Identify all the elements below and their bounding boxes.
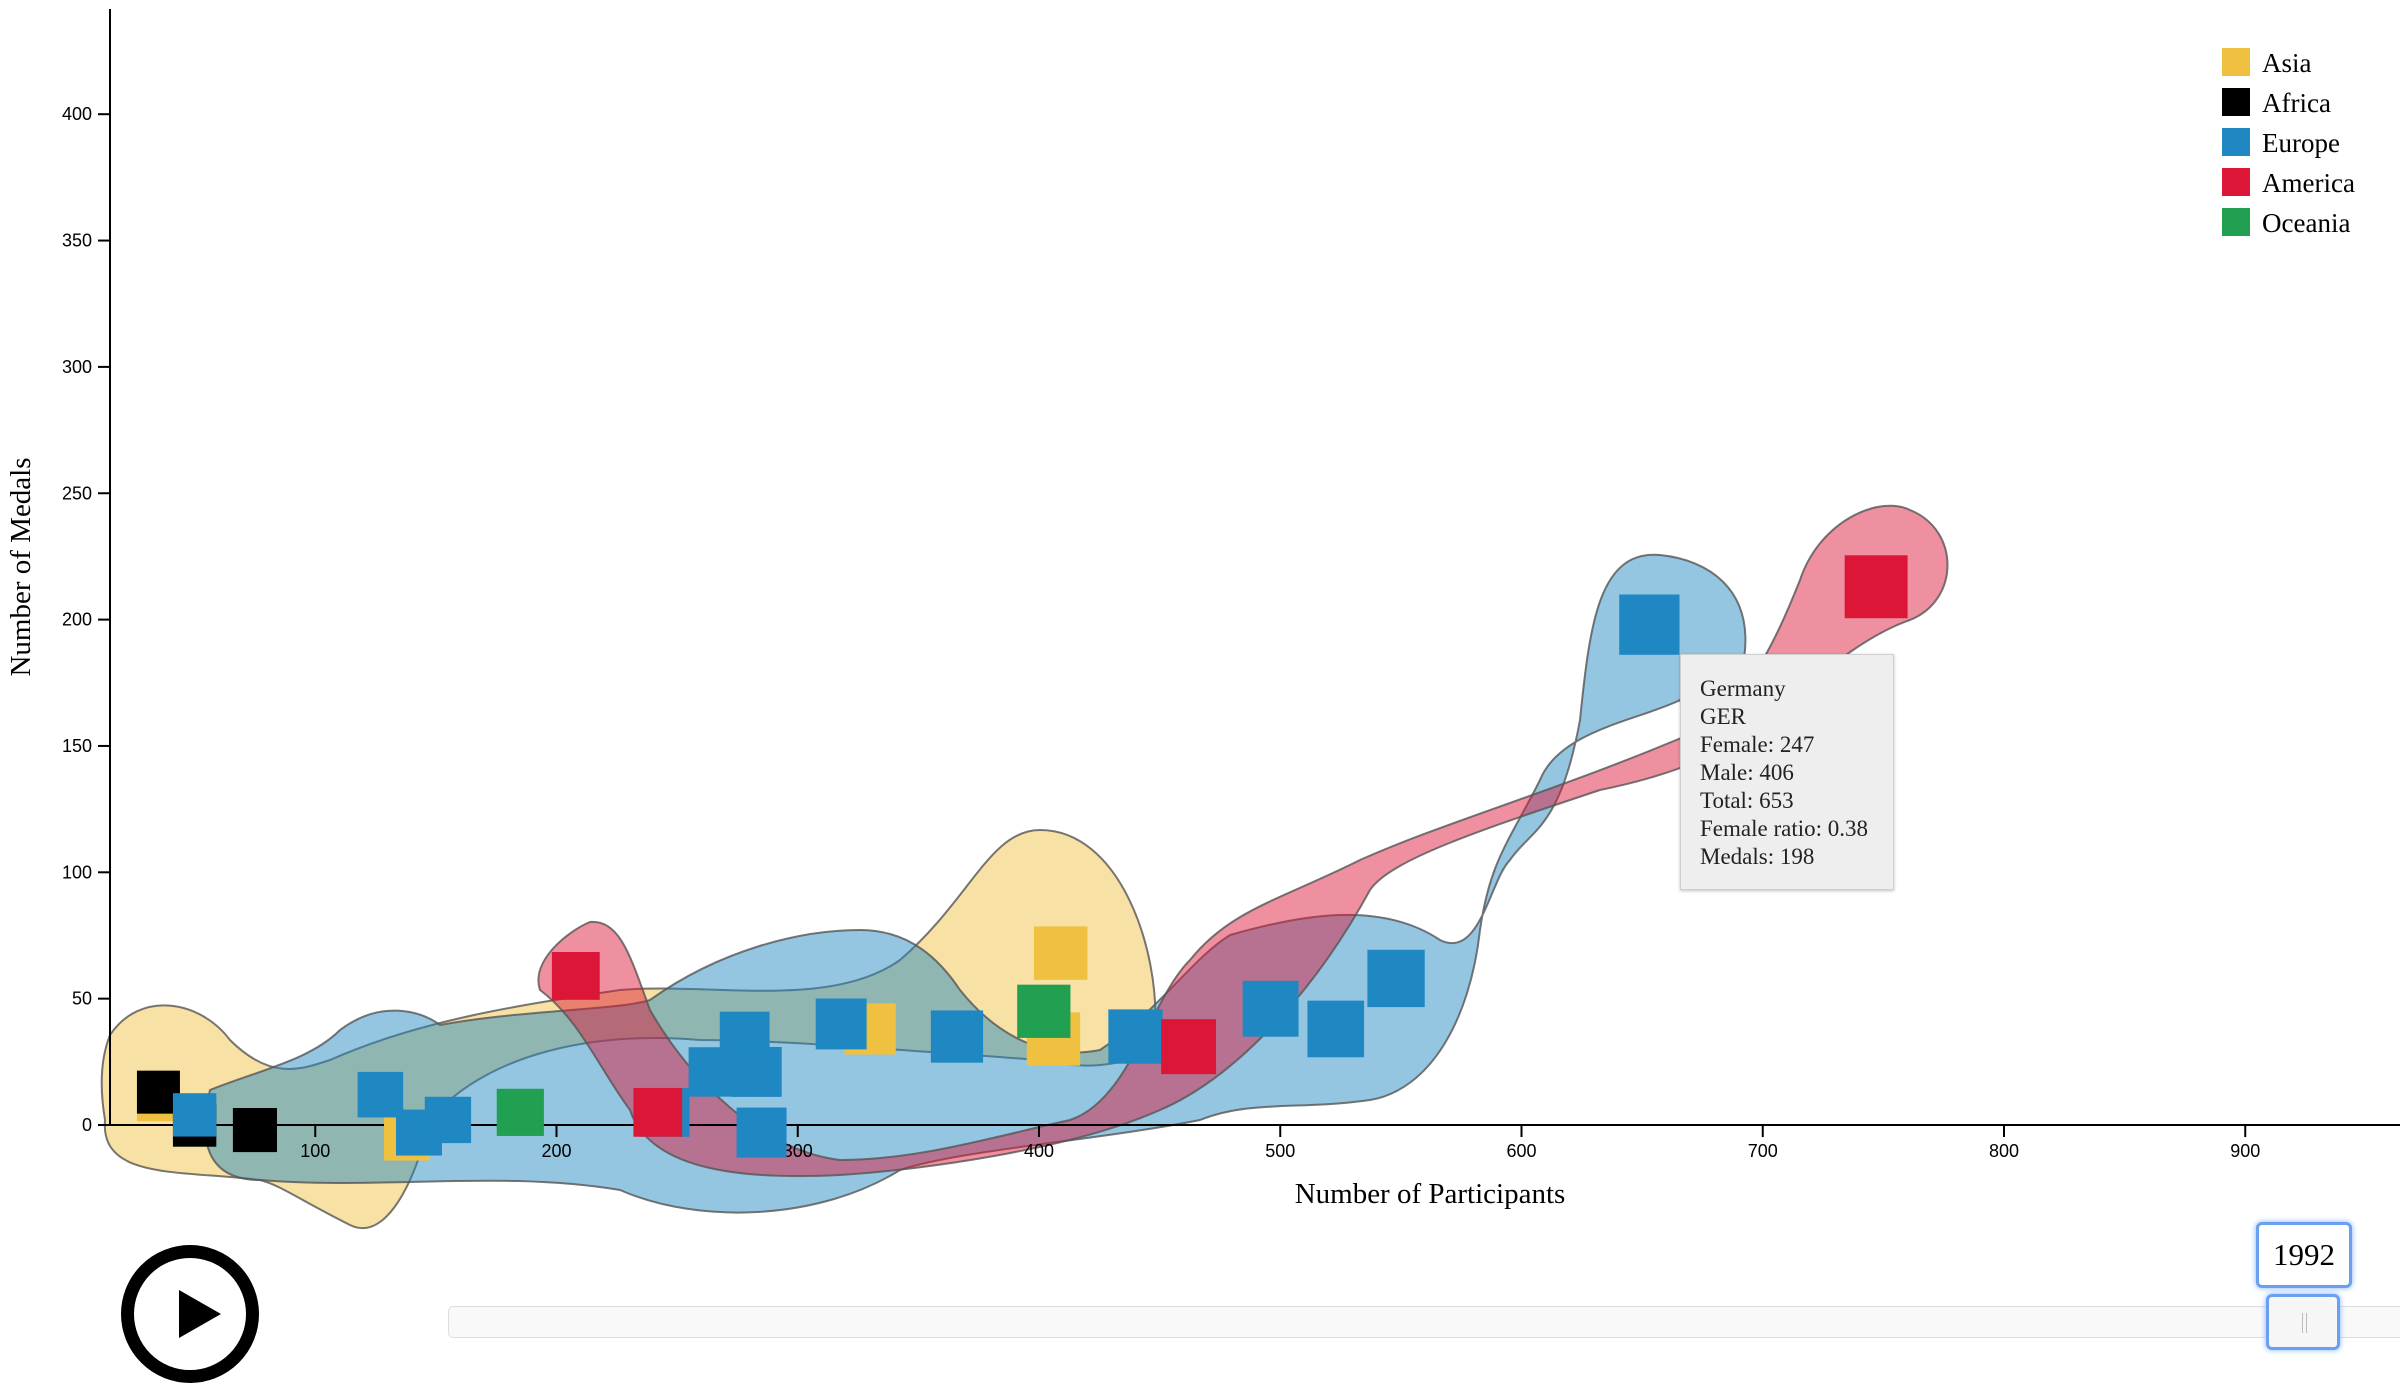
point-europe[interactable] [731,1046,782,1097]
point-africa[interactable] [136,1070,180,1114]
point-europe[interactable] [172,1093,217,1137]
axes: 0 50 100 150 200 250 300 350 400 100 200 300 400 500… [5,9,2400,1210]
point-oceania[interactable] [496,1088,544,1136]
x-tick-label: 800 [1989,1141,2019,1161]
year-slider-handle[interactable] [2266,1294,2340,1350]
y-tick-label: 300 [62,357,92,377]
legend-swatch-asia [2222,48,2250,76]
play-button[interactable] [121,1245,259,1383]
legend: Asia Africa Europe America Oceania [2222,48,2355,238]
legend-label-america: America [2262,168,2355,198]
y-tick-label: 0 [82,1115,92,1135]
point-america[interactable] [1844,555,1908,619]
x-tick-label: 400 [1024,1141,1054,1161]
point-america[interactable] [1161,1019,1217,1075]
data-points [136,555,1908,1161]
y-tick-label: 150 [62,736,92,756]
y-tick-label: 100 [62,862,92,882]
x-axis-ticks: 100 200 300 400 500 600 700 800 900 [300,1125,2260,1161]
point-europe[interactable] [1367,949,1425,1008]
point-europe[interactable] [815,998,867,1050]
y-axis-ticks: 0 50 100 150 200 250 300 350 400 [62,104,110,1135]
legend-label-asia: Asia [2262,48,2312,78]
y-tick-label: 250 [62,483,92,503]
x-tick-label: 500 [1265,1141,1295,1161]
x-tick-label: 700 [1748,1141,1778,1161]
x-tick-label: 200 [541,1141,571,1161]
tooltip-male: Male: 406 [1700,760,1794,785]
play-icon [179,1290,221,1338]
tooltip-code: GER [1700,704,1746,729]
x-tick-label: 300 [783,1141,813,1161]
slider-grip-icon [2302,1313,2307,1333]
point-europe[interactable] [1307,1000,1365,1058]
tooltip-country: Germany [1700,676,1786,701]
x-axis-title: Number of Participants [1295,1178,1566,1210]
point-europe[interactable] [1242,980,1299,1037]
point-oceania[interactable] [1017,984,1071,1038]
legend-label-oceania: Oceania [2262,208,2350,238]
tooltip-female: Female: 247 [1700,732,1815,757]
legend-label-europe: Europe [2262,128,2340,158]
point-europe[interactable] [424,1096,472,1144]
point-europe[interactable] [736,1107,787,1158]
year-slider-track[interactable] [448,1306,2400,1338]
y-axis-title: Number of Medals [5,457,37,676]
legend-swatch-europe [2222,128,2250,156]
point-america[interactable] [551,951,600,1000]
year-label: 1992 [2256,1222,2352,1288]
legend-swatch-africa [2222,88,2250,116]
y-tick-label: 350 [62,231,92,251]
legend-label-africa: Africa [2262,88,2331,118]
point-europe[interactable] [930,1010,984,1063]
tooltip-female-ratio: Female ratio: 0.38 [1700,816,1868,841]
y-tick-label: 50 [72,989,92,1009]
tooltip-total: Total: 653 [1700,788,1794,813]
legend-swatch-oceania [2222,208,2250,236]
x-tick-label: 900 [2230,1141,2260,1161]
point-europe[interactable] [1619,594,1680,655]
point-europe[interactable] [1108,1009,1163,1064]
x-tick-label: 100 [300,1141,330,1161]
tooltip-medals: Medals: 198 [1700,844,1815,869]
y-tick-label: 200 [62,610,92,630]
legend-swatch-america [2222,168,2250,196]
y-tick-label: 400 [62,104,92,124]
point-africa[interactable] [232,1108,277,1153]
point-america[interactable] [633,1087,683,1137]
x-tick-label: 600 [1506,1141,1536,1161]
country-tooltip: Germany GER Female: 247 Male: 406 Total:… [1680,654,1894,890]
point-asia[interactable] [1033,926,1088,980]
point-europe[interactable] [357,1071,404,1118]
